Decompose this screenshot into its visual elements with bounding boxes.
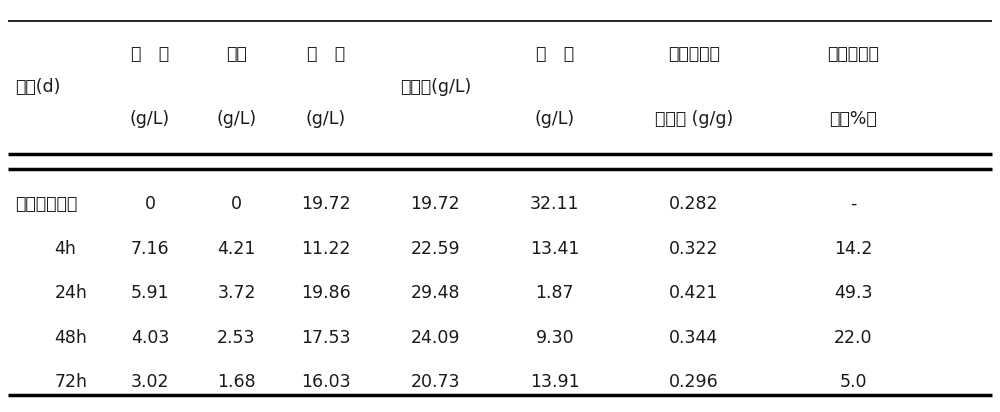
Text: 49.3: 49.3 <box>834 284 872 302</box>
Text: 总溶剂(g/L): 总溶剂(g/L) <box>400 77 471 96</box>
Text: 0.296: 0.296 <box>669 374 719 391</box>
Text: 0: 0 <box>144 195 155 213</box>
Text: (g/L): (g/L) <box>535 110 575 128</box>
Text: 0.421: 0.421 <box>669 284 719 302</box>
Text: 14.2: 14.2 <box>834 240 872 258</box>
Text: 24h: 24h <box>54 284 87 302</box>
Text: 19.72: 19.72 <box>411 195 460 213</box>
Text: 4h: 4h <box>54 240 76 258</box>
Text: 9.30: 9.30 <box>535 329 574 347</box>
Text: -: - <box>850 195 856 213</box>
Text: 0.344: 0.344 <box>669 329 719 347</box>
Text: 乙 醇: 乙 醇 <box>307 45 345 63</box>
Text: 0.282: 0.282 <box>669 195 719 213</box>
Text: 残 糖: 残 糖 <box>536 45 574 63</box>
Text: 16.03: 16.03 <box>301 374 351 391</box>
Text: 19.72: 19.72 <box>301 195 351 213</box>
Text: (g/L): (g/L) <box>216 110 257 128</box>
Text: 5.0: 5.0 <box>839 374 867 391</box>
Text: 17.53: 17.53 <box>301 329 351 347</box>
Text: 率（%）: 率（%） <box>829 110 877 128</box>
Text: 22.59: 22.59 <box>411 240 460 258</box>
Text: 0: 0 <box>231 195 242 213</box>
Text: 丙酮: 丙酮 <box>226 45 247 63</box>
Text: 32.11: 32.11 <box>530 195 579 213</box>
Text: 22.0: 22.0 <box>834 329 872 347</box>
Text: 总溶剂提高: 总溶剂提高 <box>827 45 879 63</box>
Text: 19.86: 19.86 <box>301 284 351 302</box>
Text: 丁 醇: 丁 醇 <box>131 45 169 63</box>
Text: 0.322: 0.322 <box>669 240 719 258</box>
Text: (g/L): (g/L) <box>306 110 346 128</box>
Text: 11.22: 11.22 <box>301 240 351 258</box>
Text: 3.02: 3.02 <box>131 374 169 391</box>
Text: 5.91: 5.91 <box>131 284 169 302</box>
Text: 4.03: 4.03 <box>131 329 169 347</box>
Text: 13.41: 13.41 <box>530 240 579 258</box>
Text: (g/L): (g/L) <box>130 110 170 128</box>
Text: 3.72: 3.72 <box>217 284 256 302</box>
Text: 24.09: 24.09 <box>411 329 460 347</box>
Text: 单独酵母发酵: 单独酵母发酵 <box>15 195 77 213</box>
Text: 2.53: 2.53 <box>217 329 256 347</box>
Text: 29.48: 29.48 <box>411 284 460 302</box>
Text: 1.87: 1.87 <box>535 284 574 302</box>
Text: 20.73: 20.73 <box>411 374 460 391</box>
Text: 1.68: 1.68 <box>217 374 256 391</box>
Text: 7.16: 7.16 <box>131 240 169 258</box>
Text: 13.91: 13.91 <box>530 374 580 391</box>
Text: 48h: 48h <box>54 329 87 347</box>
Text: 转化率 (g/g): 转化率 (g/g) <box>655 110 733 128</box>
Text: 总溶剂工程: 总溶剂工程 <box>668 45 720 63</box>
Text: 4.21: 4.21 <box>217 240 256 258</box>
Text: 时间(d): 时间(d) <box>15 77 60 96</box>
Text: 72h: 72h <box>54 374 87 391</box>
